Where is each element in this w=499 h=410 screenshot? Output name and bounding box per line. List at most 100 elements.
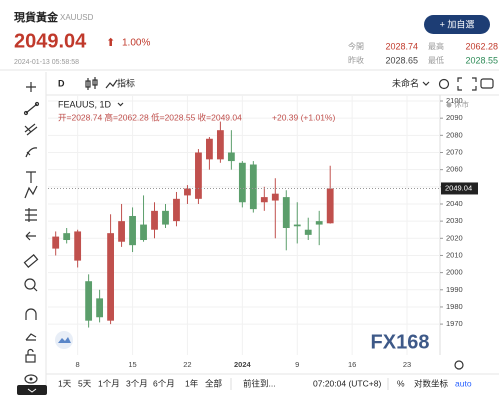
range-button[interactable]: 3个月: [126, 378, 148, 388]
candle-body: [206, 138, 213, 160]
range-button[interactable]: 全部: [205, 378, 223, 388]
change: 1.00%: [122, 38, 150, 49]
candle-body: [85, 281, 93, 321]
stat-label: 最低: [428, 55, 444, 65]
x-tick-label: 8: [76, 360, 80, 369]
candle-body: [282, 197, 290, 229]
candle-body: [184, 188, 191, 196]
clock: 07:20:04 (UTC+8): [313, 378, 381, 388]
stat-label: 昨收: [348, 55, 364, 65]
candle-body: [107, 233, 114, 321]
candle-body: [216, 130, 224, 160]
x-tick-label: 23: [403, 360, 411, 369]
fullscreen-icon[interactable]: [457, 77, 477, 91]
y-tick-label: 2080: [446, 130, 463, 139]
candle-body: [52, 236, 60, 249]
candle-body: [173, 198, 180, 222]
log-toggle[interactable]: 对数坐标: [414, 378, 449, 388]
y-tick-label: 2060: [446, 165, 463, 174]
add-button-label: + 加自選: [440, 18, 475, 29]
add-button[interactable]: [424, 15, 490, 34]
status: 休市: [454, 99, 469, 109]
candle-body: [129, 215, 136, 246]
range-button[interactable]: 1天: [58, 378, 72, 388]
change-line: +20.39 (+1.01%): [272, 112, 335, 122]
y-tick-label: 2100: [446, 96, 463, 105]
y-tick-label: 2030: [446, 216, 463, 225]
y-tick-label: 2000: [446, 268, 463, 277]
ohlc-line: 开=2028.74 高=2062.28 低=2028.55 收=2049.04: [58, 112, 242, 122]
goto-button[interactable]: 前往到...: [243, 378, 276, 388]
candle-body: [326, 188, 334, 224]
candle-body: [74, 231, 82, 261]
y-tick-label: 2020: [446, 233, 463, 242]
stat-value: 2028.65: [385, 55, 418, 65]
candle-body: [227, 152, 235, 162]
range-button[interactable]: 6个月: [153, 378, 175, 388]
candle-body: [249, 164, 257, 210]
candle-body: [304, 229, 312, 235]
stat-value: 2028.55: [465, 55, 498, 65]
chevron: [422, 81, 430, 86]
candle-icon[interactable]: [85, 77, 98, 90]
auto-toggle[interactable]: auto: [455, 378, 472, 388]
candle-body: [238, 162, 246, 203]
percent-toggle[interactable]: %: [397, 378, 405, 388]
datetime: 2024-01-13 05:58:58: [14, 59, 79, 66]
layout-name[interactable]: 未命名: [392, 77, 419, 88]
candle-body: [63, 233, 71, 241]
y-tick-label: 1980: [446, 302, 463, 311]
collapse-button[interactable]: [17, 385, 47, 395]
candle-body: [140, 224, 147, 241]
candle-body: [195, 152, 202, 199]
stat-value: 2062.28: [465, 41, 498, 51]
arrow: ⬆: [106, 37, 115, 49]
x-tick-label: 22: [183, 360, 191, 369]
y-tick-label: 2070: [446, 147, 463, 156]
interval[interactable]: D: [58, 78, 65, 88]
x-tick-label: 9: [295, 360, 299, 369]
y-tick-label: 2090: [446, 113, 463, 122]
watermark: FX168: [371, 331, 430, 353]
candle-body: [260, 197, 268, 203]
candle-body: [151, 210, 158, 230]
candle-body: [293, 224, 301, 227]
y-tick-label: 2010: [446, 250, 463, 259]
candle-body: [96, 298, 104, 318]
range-button[interactable]: 1个月: [98, 378, 120, 388]
settings-icon[interactable]: [438, 78, 450, 90]
last-price-tag: [441, 182, 478, 195]
y-tick-label: 1990: [446, 285, 463, 294]
candle-body: [118, 221, 125, 242]
x-tick-label: 2024: [234, 360, 252, 369]
range-button[interactable]: 5天: [78, 378, 92, 388]
drawing-tools[interactable]: [23, 82, 40, 384]
range-button[interactable]: 1年: [185, 378, 199, 388]
symbol-line: FEAUUS, 1D: [58, 99, 112, 109]
symbol: XAUUSD: [60, 13, 94, 22]
candle-body: [271, 193, 279, 201]
x-tick-label: 15: [128, 360, 136, 369]
y-tick-label: 1970: [446, 319, 463, 328]
symbol-chevron: [117, 102, 124, 107]
x-tick-label: 16: [348, 360, 356, 369]
stat-label: 最高: [428, 41, 444, 51]
indicators[interactable]: 指标: [117, 77, 135, 88]
last-price-label: 2049.04: [445, 183, 472, 192]
y-tick-label: 2040: [446, 199, 463, 208]
candle-body: [162, 210, 169, 225]
logo-icon: [58, 337, 71, 343]
camera-icon[interactable]: [480, 78, 494, 89]
plot: 1970198019902000201020202030204020502060…: [48, 95, 478, 370]
status-dot: [446, 102, 452, 108]
candle-body: [315, 221, 323, 225]
scale-settings[interactable]: [454, 360, 464, 370]
collapse-icon: [27, 388, 37, 393]
stat-value: 2028.74: [385, 41, 418, 51]
stat-label: 今開: [348, 41, 364, 51]
price: 2049.04: [14, 30, 87, 52]
indicator-icon[interactable]: [105, 79, 118, 89]
title: 現貨黃金: [14, 10, 59, 24]
